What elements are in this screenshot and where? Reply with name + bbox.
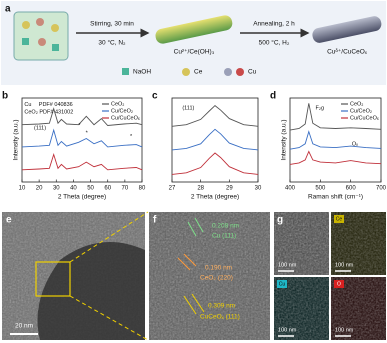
rod [155, 15, 233, 44]
step-text: 500 °C, H₂ [259, 39, 290, 47]
x-tick-label: 500 [315, 186, 326, 192]
product-label: Cuᵟ⁺/CuCeOₓ [327, 49, 368, 56]
legend-text: Ce [194, 69, 203, 76]
legend-icon [182, 68, 190, 76]
panel-label: c [152, 91, 158, 102]
x-tick-label: 700 [376, 186, 387, 192]
plot-frame [21, 97, 143, 183]
lattice-text: CeO₂ (220) [200, 275, 233, 282]
legend-text: Cu/CuCeOₓ [111, 115, 140, 121]
x-tick-label: 10 [19, 186, 26, 192]
legend-text: CeO₂ [350, 101, 363, 107]
annotation: Cu [24, 102, 31, 108]
series-line [21, 107, 143, 126]
step-text: Stirring, 30 min [90, 21, 134, 28]
x-tick-label: 60 [104, 186, 111, 192]
annotation: (111) [34, 126, 46, 132]
lattice-marks [177, 217, 205, 315]
x-tick-label: 80 [139, 186, 146, 192]
series-line [289, 103, 382, 131]
legend-icon [122, 68, 129, 75]
x-tick-label: 30 [53, 186, 60, 192]
sem-texture [274, 212, 329, 275]
product-label: Cu²⁺/Ce(OH)₃ [174, 49, 215, 56]
x-tick-label: 27 [169, 186, 176, 192]
scale-text: 100 nm [335, 262, 354, 268]
legend-text: Cu [248, 69, 257, 76]
annotation: * [78, 123, 81, 129]
series-line [171, 152, 259, 175]
series-line [21, 128, 143, 148]
series-line [171, 128, 259, 151]
element-tag [334, 215, 344, 223]
scale-text: 20 nm [15, 323, 33, 330]
scale-bars [278, 270, 351, 337]
legend-text: Cu/CuCeOₓ [350, 115, 379, 121]
x-tick-label: 29 [226, 186, 233, 192]
charts: b 10 20 30 40 50 60 70 80 2 Theta (degree) Intensi… [2, 91, 387, 201]
legend-text: Cu/CeO₂ [350, 108, 372, 114]
element-tag [277, 280, 287, 288]
step-text: 30 °C, N₂ [98, 39, 126, 47]
plot-frame [289, 97, 382, 183]
annotation: F₂g [315, 106, 324, 112]
scale-text: 100 nm [278, 327, 297, 333]
lattice-text: CuCeOₓ (111) [200, 314, 240, 321]
element-tag [334, 280, 344, 288]
annotation: PDF# 040836 [39, 102, 73, 108]
element-text: O [337, 281, 341, 287]
legend-text: Cu/CeO₂ [111, 108, 133, 114]
annotation: * [130, 134, 133, 140]
panel-label: b [2, 91, 8, 102]
panel-label: a [5, 4, 11, 15]
plot-frame [171, 97, 259, 183]
step-text: Annealing, 2 h [253, 21, 295, 28]
panel-label: e [6, 215, 12, 226]
scale-text: 100 nm [278, 262, 297, 268]
x-tick-label: 400 [285, 186, 296, 192]
y-axis-label: Intensity (a.u.) [13, 119, 20, 160]
x-tick-label: 28 [197, 186, 204, 192]
series-line [171, 105, 259, 127]
hrtem-texture [149, 212, 270, 340]
annotation: (111) [182, 106, 194, 112]
lattice-text: 0.190 nm [205, 265, 232, 272]
y-axis-label: Intensity (a.u.) [281, 119, 288, 160]
legend-text: CeO₂ [111, 101, 124, 107]
x-tick-label: 70 [122, 186, 129, 192]
rod [312, 16, 382, 43]
lattice-text: Cu (111) [212, 233, 236, 240]
legend-icon [236, 68, 244, 76]
x-axis-label: 2 Theta (degree) [58, 194, 106, 201]
x-axis-label: 2 Theta (degree) [191, 194, 239, 201]
element-text: Cu [279, 281, 286, 287]
panel-label: g [277, 215, 283, 226]
series-line [289, 150, 382, 165]
annotation: CeO₂ PDF# 431002 [24, 110, 73, 116]
element-text: Ce [336, 216, 343, 222]
zoom-box [35, 261, 71, 297]
panel-label: d [270, 91, 276, 102]
x-tick-label: 600 [346, 186, 357, 192]
x-tick-label: 40 [70, 186, 77, 192]
series-line [21, 152, 143, 171]
zoom-line [69, 211, 149, 263]
x-axis-label: Raman shift (cm⁻¹) [308, 194, 363, 201]
x-tick-label: 20 [36, 186, 43, 192]
particle-shadow [37, 242, 145, 340]
lattice-text: 0.208 nm [212, 223, 239, 230]
legend-text: NaOH [133, 69, 151, 76]
series-line [289, 130, 382, 150]
legend-icon [224, 68, 232, 76]
annotation: * [86, 131, 89, 137]
x-tick-label: 30 [255, 186, 262, 192]
x-tick-label: 50 [87, 186, 94, 192]
annotation: Oᵥ [352, 142, 358, 148]
particles [22, 18, 59, 51]
panel-label: f [153, 215, 157, 226]
scale-text: 100 nm [335, 327, 354, 333]
zoom-line [69, 295, 149, 341]
lattice-text: 0.309 nm [208, 303, 235, 310]
